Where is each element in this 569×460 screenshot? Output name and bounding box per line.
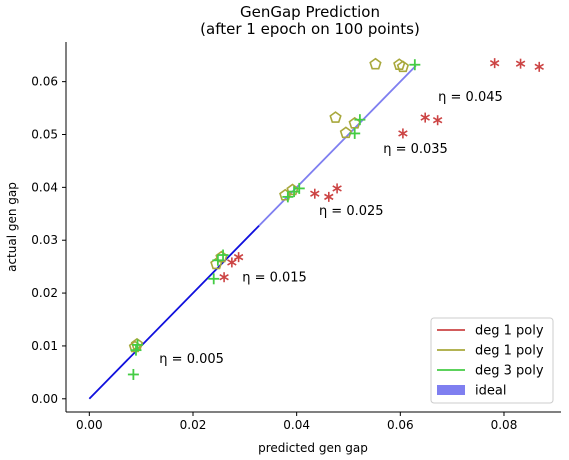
legend-label: deg 1 poly [475,324,544,339]
x-tick-label: 0.00 [76,418,103,432]
asterisk-stroke [233,253,244,261]
chart-title-line-1: GenGap Prediction [240,3,380,21]
data-point-asterisk [489,58,500,69]
x-axis-label: predicted gen gap [258,441,368,455]
asterisk-stroke [227,259,237,266]
legend: deg 1 poly deg 1 poly deg 3 poly ideal [430,317,554,404]
eta-annotation: η = 0.005 [159,352,224,367]
y-tick-label: 0.03 [31,233,58,247]
data-point-asterisk [420,112,430,123]
x-tick-label: 0.06 [387,418,414,432]
data-point-plus [293,182,305,194]
y-axis-label: actual gen gap [5,182,19,272]
eta-annotation: η = 0.045 [438,90,503,105]
data-point-plus [208,273,220,285]
pentagon-shape [396,60,410,73]
annotations: η = 0.005 η = 0.015 η = 0.025 η = 0.035 η = … [159,90,502,367]
eta-annotation: η = 0.025 [319,204,384,219]
data-point-asterisk [310,188,320,199]
chart-title-line-2: (after 1 epoch on 100 points) [200,20,420,38]
ideal-line [88,224,260,400]
data-point-pentagon [329,111,342,123]
eta-annotation: η = 0.015 [242,270,307,285]
data-point-asterisk [219,272,229,283]
pentagon-shape [369,57,382,70]
data-point-plus [282,191,294,203]
pentagon-shape [286,183,299,196]
y-tick-label: 0.05 [31,128,58,142]
data-point-asterisk [324,191,334,202]
asterisk-stroke [420,114,430,121]
data-point-plus [409,59,421,71]
data-point-plus [212,254,224,266]
legend-label: ideal [475,384,506,399]
data-point-asterisk [398,128,408,139]
asterisk-stroke [310,190,320,197]
data-point-pentagon [396,60,410,73]
asterisk-stroke [489,59,500,67]
data-point-plus [217,249,229,261]
asterisk-stroke [432,117,443,124]
y-tick-label: 0.00 [31,392,58,406]
data-point-asterisk [534,61,544,72]
plot-area [88,57,544,400]
legend-swatch-patch [437,385,465,395]
asterisk-stroke [515,60,526,67]
asterisk-stroke [332,185,342,192]
data-point-pentagon [286,183,299,196]
x-tick-label: 0.08 [491,418,518,432]
x-tick-label: 0.02 [180,418,207,432]
y-tick-label: 0.06 [31,75,58,89]
y-tick-label: 0.04 [31,180,58,194]
x-tick-label: 0.04 [283,418,310,432]
pentagon-shape [339,126,353,139]
data-point-plus [354,114,366,126]
data-point-plus [127,368,139,380]
asterisk-stroke [219,274,229,281]
data-point-asterisk [332,183,342,194]
asterisk-stroke [534,63,544,71]
series-3-points [127,59,421,380]
data-point-pentagon [369,57,382,70]
y-tick-label: 0.01 [31,339,58,353]
legend-label: deg 1 poly [475,344,544,359]
asterisk-stroke [324,193,334,201]
data-point-plus [130,344,142,356]
data-point-pentagon [339,126,353,139]
pentagon-shape [329,111,342,123]
data-point-asterisk [432,115,443,126]
data-point-asterisk [227,257,237,268]
data-point-asterisk [515,58,526,69]
data-point-asterisk [233,252,244,263]
data-point-plus [349,127,361,139]
series-1-points [219,58,544,283]
x-axis-ticks: 0.00 0.02 0.04 0.06 0.08 [76,412,517,432]
y-tick-label: 0.02 [31,286,58,300]
asterisk-stroke [398,130,408,137]
y-axis-ticks: 0.00 0.01 0.02 0.03 0.04 0.05 0.06 [31,75,66,406]
data-point-plus [132,339,144,351]
eta-annotation: η = 0.035 [383,142,448,157]
legend-box [430,317,554,404]
legend-label: deg 3 poly [475,364,544,379]
